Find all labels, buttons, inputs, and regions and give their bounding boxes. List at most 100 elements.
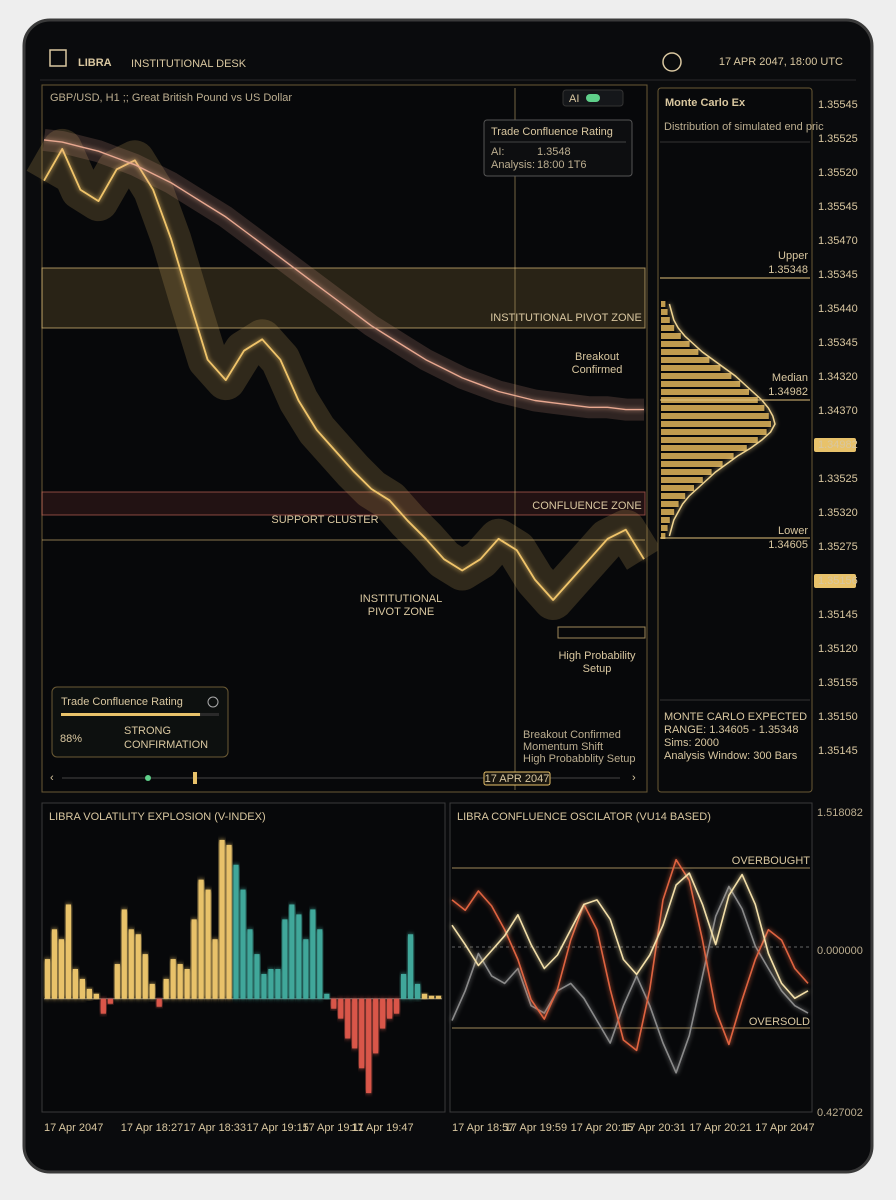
timeline-prev[interactable]: ‹: [50, 772, 54, 784]
price-axis-label: 1.34370: [818, 405, 858, 417]
confluence-zone: [41, 491, 646, 516]
summary: Analysis Window: 300 Bars: [664, 750, 798, 762]
levels: Upper 1.35348 Median 1.34982 Lower 1.346…: [660, 250, 810, 551]
logo-icon: [49, 49, 67, 67]
brand: LIBRA: [78, 57, 112, 69]
price-axis-label: 1.35545: [818, 201, 858, 213]
x-tick-label: 17 Apr 18:57: [452, 1122, 514, 1134]
zones: [41, 88, 646, 790]
ai-switch[interactable]: [586, 94, 600, 102]
bar: [428, 995, 435, 999]
bar: [107, 998, 113, 1004]
bar: [387, 998, 393, 1019]
volatility-title: LIBRA VOLATILITY EXPLOSION (V-INDEX): [49, 811, 266, 823]
bar: [331, 998, 337, 1009]
annotation: INSTITUTIONAL: [360, 593, 443, 605]
bar: [44, 959, 51, 999]
price-marker: [814, 438, 856, 452]
bar: [268, 969, 274, 999]
histogram-bar: [661, 333, 681, 339]
bar: [170, 959, 176, 999]
bar: [51, 929, 58, 999]
monte-carlo-subtitle: Distribution of simulated end pric: [664, 121, 824, 133]
histogram-bar: [661, 373, 732, 379]
level-value: 1.34982: [768, 386, 808, 398]
summary: Sims: 2000: [664, 737, 719, 749]
level-name: Upper: [778, 250, 808, 262]
bar: [205, 889, 211, 999]
histogram-bar: [661, 533, 666, 539]
annotation: PIVOT ZONE: [368, 606, 434, 618]
timeline-dot[interactable]: [145, 775, 151, 781]
bar: [191, 919, 197, 999]
symbol: GBP/USD, H1 ;; Great British Pound vs US…: [50, 92, 292, 104]
bar: [156, 998, 162, 1007]
price-axis-label: 1.35150: [818, 711, 858, 723]
bar: [324, 993, 330, 999]
price-axis-label: 1.35520: [818, 167, 858, 179]
level-value: 1.35348: [768, 264, 808, 276]
volatility-chart: 17 Apr 2047 17 Apr 18:27 17 Apr 18:33 17 Ap…: [44, 839, 442, 1134]
oscillator-panel: [449, 802, 813, 1113]
timeline-label: 17 APR 2047: [485, 773, 550, 785]
density-curve: [668, 303, 776, 537]
histogram-bar: [661, 525, 668, 531]
rating-widget-frame: [51, 686, 229, 758]
bar: [296, 914, 302, 999]
price-axis-label: 1.35525: [818, 133, 858, 145]
bar: [414, 983, 421, 999]
ai-label: AI: [569, 93, 579, 105]
histogram-bar: [661, 437, 758, 443]
timeline-next[interactable]: ›: [632, 772, 636, 784]
histogram-bar: [661, 461, 723, 467]
price-axis-label: 1.35545: [818, 99, 858, 111]
price-chart: [26, 128, 662, 620]
note: Breakout Confirmed: [523, 729, 621, 741]
info-icon[interactable]: [207, 696, 219, 708]
rating-widget-title: Trade Confluence Rating: [61, 696, 183, 708]
histogram-bar: [661, 501, 679, 507]
distribution: [661, 301, 776, 539]
timeline-handle[interactable]: [193, 772, 197, 784]
bar: [121, 909, 127, 999]
osc-axis-label: 0.000000: [817, 945, 863, 957]
rating-box-frame: [483, 119, 633, 177]
price-axis-label: 1.35320: [818, 507, 858, 519]
bar: [338, 998, 344, 1019]
histogram-bar: [661, 349, 699, 355]
bar: [373, 998, 379, 1054]
timeline: ‹ › 17 APR 2047: [50, 771, 636, 786]
bar: [254, 954, 260, 999]
bar: [212, 939, 218, 999]
osc-axis-label: 0.427002: [817, 1107, 863, 1119]
histogram-bar: [661, 453, 734, 459]
bar: [65, 904, 72, 999]
x-tick-label: 17 Apr 18:33: [184, 1122, 246, 1134]
oscillator-title: LIBRA CONFLUENCE OSCILATOR (VU14 BASED): [457, 811, 711, 823]
histogram-bar: [661, 405, 765, 411]
histogram-bar: [661, 493, 686, 499]
bar: [163, 978, 169, 999]
x-tick-label: 17 Apr 19:15: [246, 1122, 308, 1134]
rating-box-title: Trade Confluence Rating: [491, 126, 613, 138]
price-axis-label: 1.35145: [818, 609, 858, 621]
overbought-label: OVERBOUGHT: [732, 855, 811, 867]
histogram-bar: [661, 509, 675, 515]
line: [451, 858, 809, 1052]
x-tick-label: 17 Apr 19:59: [505, 1122, 567, 1134]
price-axis-label: 1.35156: [818, 575, 858, 587]
osc-axis-label: 1.518082: [817, 807, 863, 819]
level-value: 1.34605: [768, 539, 808, 551]
bar: [58, 939, 65, 999]
bar: [275, 969, 281, 999]
bar: [380, 998, 386, 1029]
rating-box: Trade Confluence Rating AI: 1.3548 Analy…: [483, 119, 633, 177]
summary: RANGE: 1.34605 - 1.35348: [664, 724, 799, 736]
progress-bar: [61, 713, 201, 716]
x-tick-label: 17 Apr 18:27: [121, 1122, 183, 1134]
desk-title: INSTITUTIONAL DESK: [131, 58, 247, 70]
bar: [226, 844, 232, 999]
histogram-bar: [661, 325, 675, 331]
histogram-bar: [661, 357, 710, 363]
